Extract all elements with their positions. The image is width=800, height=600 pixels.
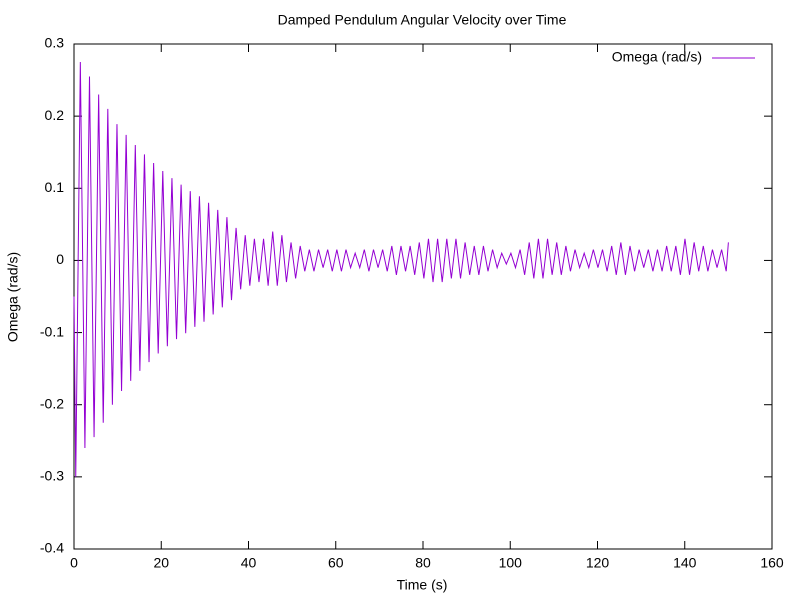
- y-tick-label: 0.2: [45, 107, 65, 123]
- y-tick-label: -0.4: [40, 540, 64, 556]
- y-tick-label: 0.3: [45, 35, 65, 51]
- y-tick-label: -0.2: [40, 395, 64, 411]
- x-axis-label: Time (s): [397, 577, 448, 593]
- x-tick-label: 60: [328, 555, 344, 571]
- legend-label: Omega (rad/s): [612, 49, 702, 65]
- y-tick-label: 0: [56, 251, 64, 267]
- x-tick-label: 40: [241, 555, 257, 571]
- chart-title: Damped Pendulum Angular Velocity over Ti…: [278, 12, 567, 28]
- x-tick-label: 120: [586, 555, 610, 571]
- data-line: [73, 62, 729, 477]
- x-tick-label: 100: [499, 555, 523, 571]
- x-tick-label: 160: [760, 555, 784, 571]
- y-axis-label: Omega (rad/s): [5, 252, 21, 342]
- x-tick-label: 140: [673, 555, 697, 571]
- y-tick-label: -0.1: [40, 323, 64, 339]
- y-tick-label: 0.1: [45, 179, 65, 195]
- x-tick-label: 0: [70, 555, 78, 571]
- x-tick-label: 20: [153, 555, 169, 571]
- y-tick-label: -0.3: [40, 468, 64, 484]
- x-tick-label: 80: [415, 555, 431, 571]
